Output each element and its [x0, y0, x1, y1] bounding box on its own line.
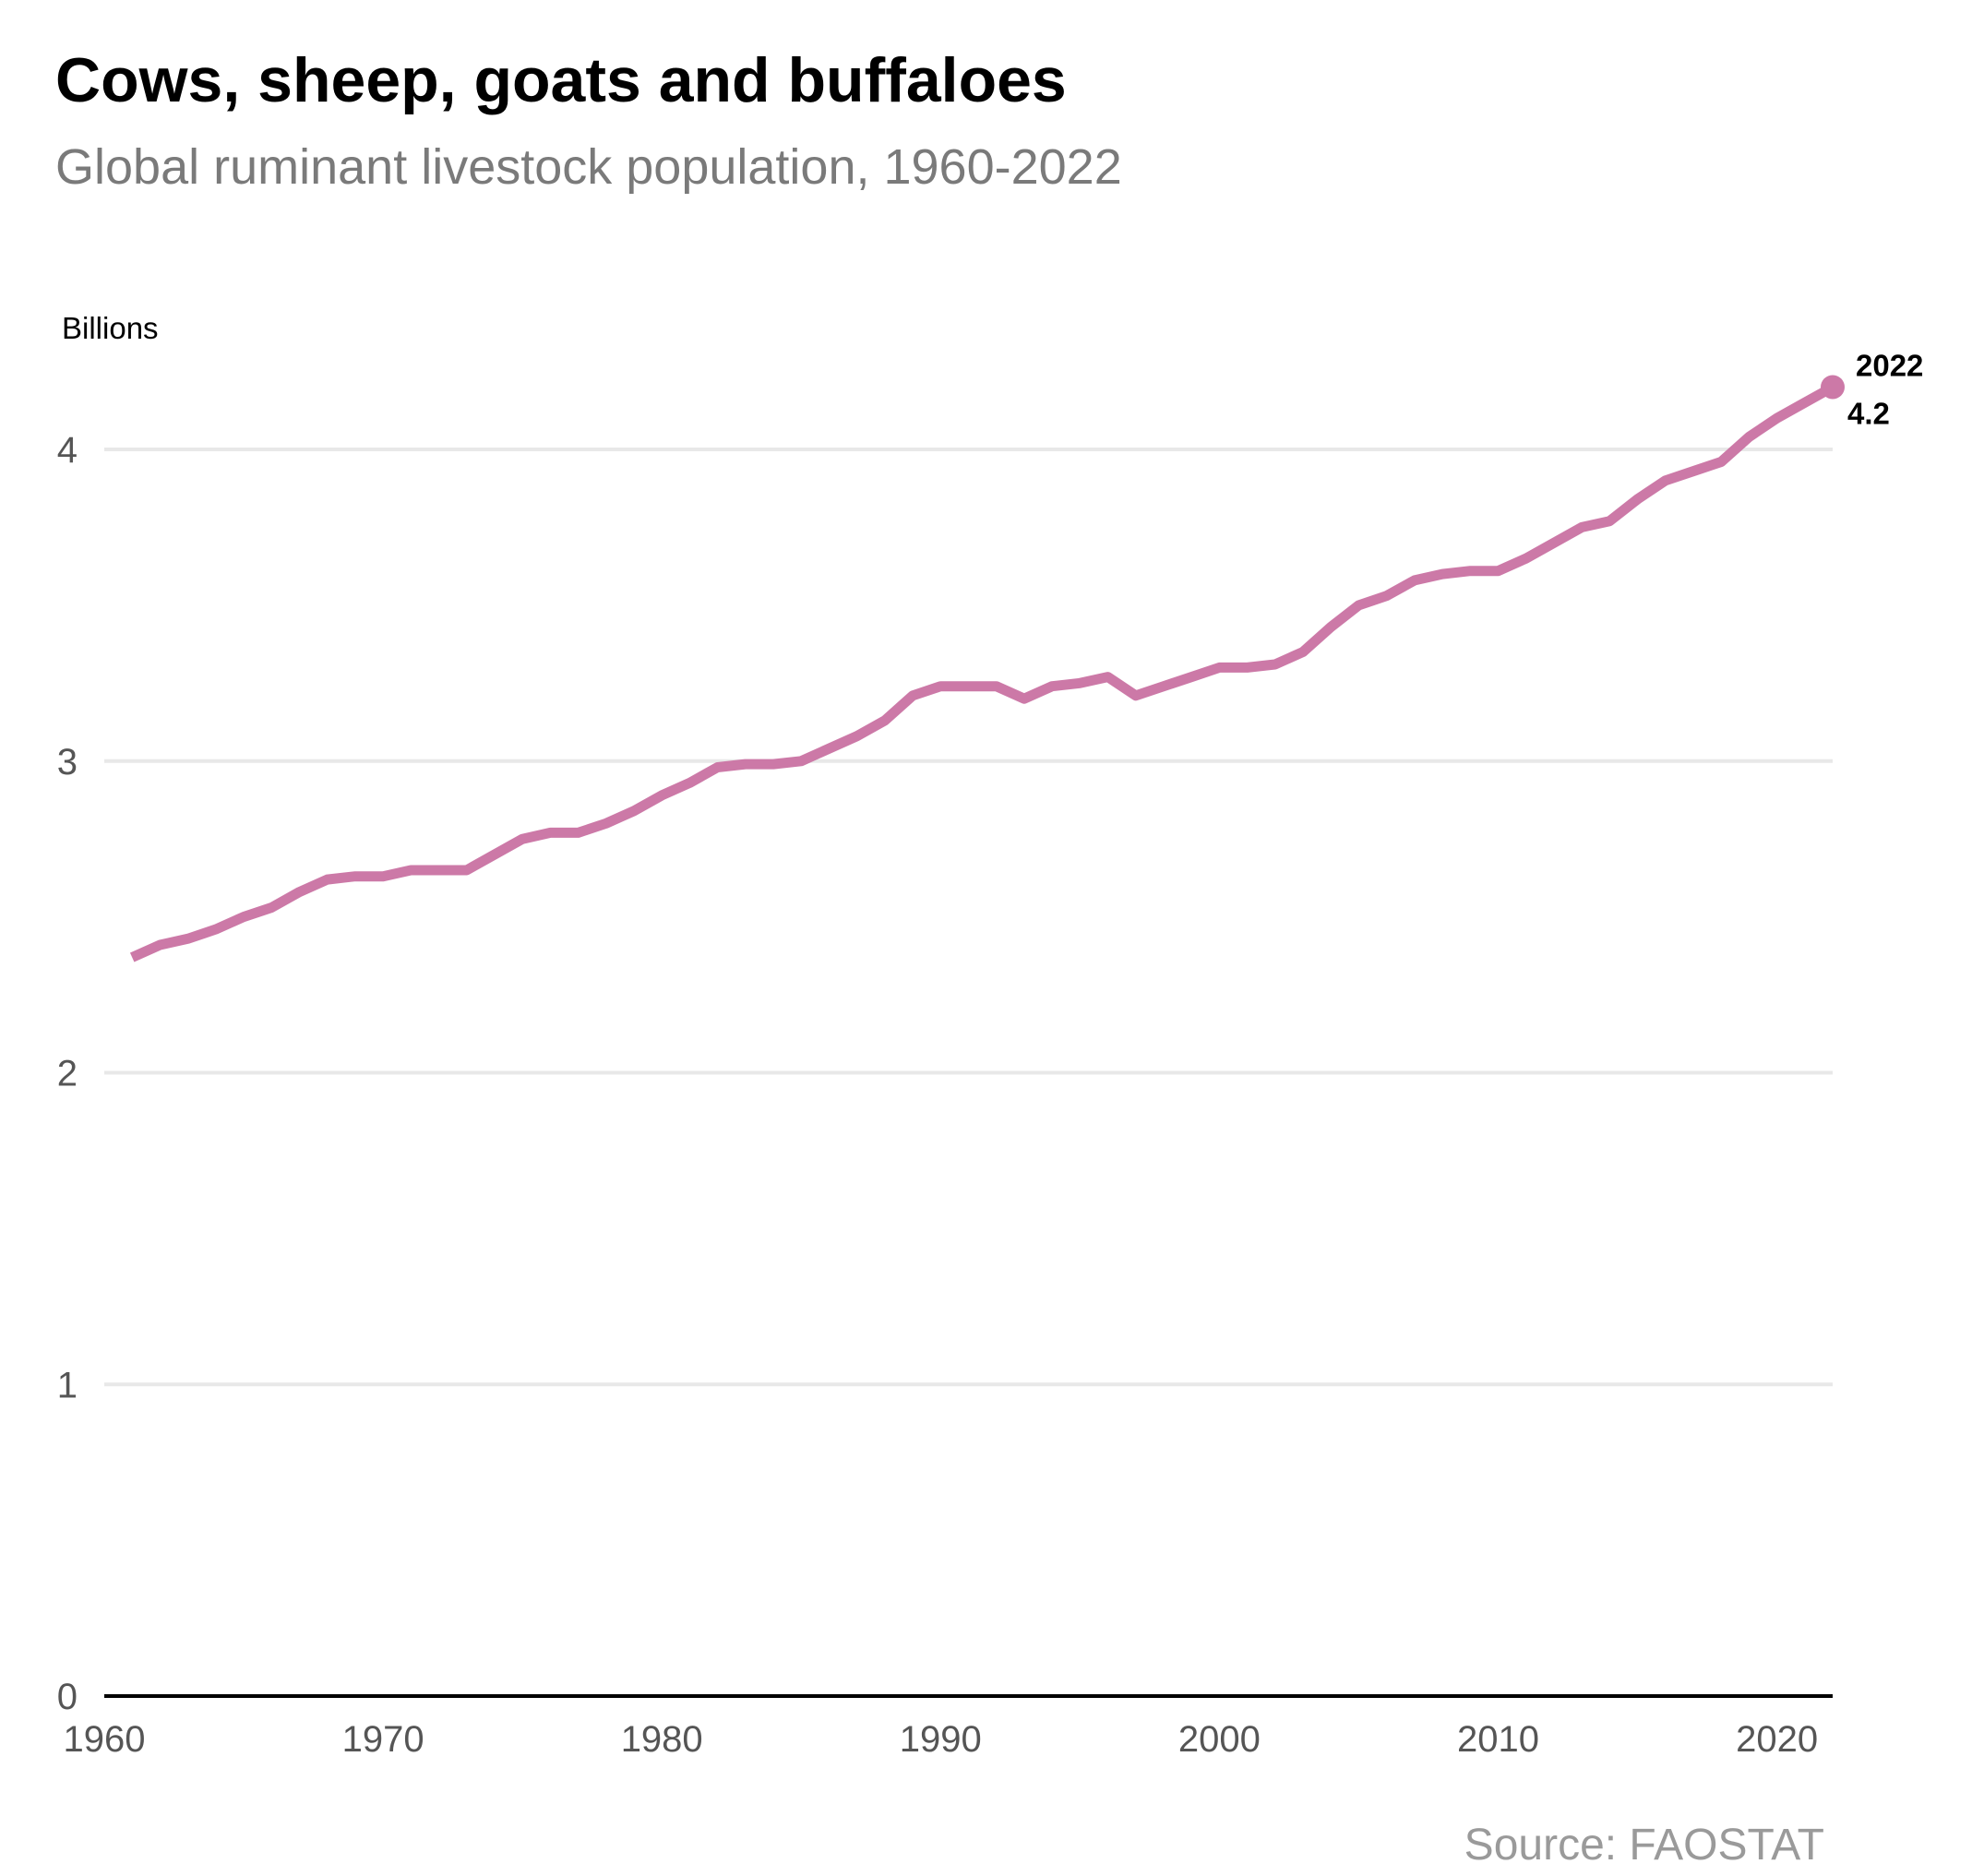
- x-tick-label: 2000: [1178, 1719, 1261, 1760]
- series-point: [296, 890, 302, 895]
- series-point: [1077, 680, 1082, 686]
- series-point: [1607, 519, 1612, 524]
- series-point: [1106, 675, 1111, 680]
- series-point: [1440, 571, 1445, 577]
- series-line: [129, 382, 1835, 962]
- series-point: [1718, 460, 1724, 465]
- series-point: [576, 830, 581, 835]
- series-point: [1300, 650, 1306, 655]
- series-point: [604, 820, 609, 826]
- y-tick-label: 1: [57, 1365, 78, 1405]
- chart-subtitle: Global ruminant livestock population, 19…: [55, 139, 1122, 195]
- series-point: [1635, 496, 1641, 502]
- series-point: [631, 808, 637, 814]
- y-tick-label: 3: [57, 742, 78, 783]
- series-point: [520, 836, 525, 842]
- x-tick-label: 1990: [900, 1719, 982, 1760]
- gridlines: [104, 448, 1833, 1387]
- series-point: [1579, 524, 1584, 530]
- series-point: [492, 852, 497, 857]
- series-point: [380, 874, 386, 879]
- series-point: [1551, 540, 1557, 545]
- series-point: [798, 759, 804, 764]
- series-point: [966, 684, 972, 689]
- x-tick-label: 1960: [64, 1719, 146, 1760]
- series-point: [938, 684, 943, 689]
- series-point: [464, 867, 470, 873]
- source-note: Source: FAOSTAT: [1464, 1821, 1824, 1870]
- series-point: [1746, 434, 1751, 439]
- series-point: [353, 874, 358, 879]
- series-point: [1328, 625, 1333, 630]
- series-point: [1495, 568, 1500, 574]
- series-point: [1022, 696, 1027, 701]
- y-axis-ticks: 0 1 2 3 4: [57, 430, 78, 1717]
- series-point: [743, 761, 748, 767]
- series-point: [910, 693, 915, 699]
- series-point: [1412, 578, 1417, 583]
- series-point: [882, 718, 888, 723]
- series-point: [771, 761, 776, 767]
- series-point: [436, 867, 442, 873]
- series-point: [1691, 469, 1696, 474]
- series-point: [1775, 415, 1780, 421]
- chart-title: Cows, sheep, goats and buffaloes: [55, 45, 1067, 115]
- series-point: [185, 936, 191, 941]
- series-point: [659, 793, 664, 798]
- series-point: [241, 914, 246, 920]
- series-point: [715, 765, 721, 771]
- series-point: [994, 684, 999, 689]
- series-point: [325, 877, 330, 882]
- y-tick-label: 2: [57, 1054, 78, 1094]
- series-point: [1524, 556, 1529, 561]
- series-point: [1245, 664, 1250, 670]
- series-point: [408, 867, 413, 873]
- y-axis-unit-label: Billions: [62, 311, 159, 345]
- series-point: [1384, 593, 1390, 599]
- series-point: [129, 955, 135, 961]
- series-point: [1133, 693, 1139, 699]
- series-point: [826, 746, 831, 751]
- series-point: [1273, 662, 1278, 667]
- x-tick-label: 1980: [621, 1719, 703, 1760]
- series-point: [1161, 684, 1166, 689]
- series-point: [1189, 675, 1194, 680]
- x-tick-label: 2010: [1457, 1719, 1539, 1760]
- x-tick-label: 2020: [1736, 1719, 1818, 1760]
- series-point: [1802, 400, 1808, 405]
- series-point: [1216, 664, 1222, 670]
- series-point: [269, 904, 274, 910]
- series-point: [547, 830, 553, 835]
- series-point: [213, 926, 219, 932]
- x-axis-ticks: 1960 1970 1980 1990 2000 2010 2020: [64, 1719, 1819, 1760]
- end-point-marker: [1821, 375, 1845, 400]
- y-tick-label: 4: [57, 430, 78, 471]
- series-point: [1049, 684, 1055, 689]
- end-point-year-label: 2022: [1856, 348, 1923, 382]
- series-point: [1663, 478, 1668, 484]
- end-point-value-label: 4.2: [1847, 396, 1890, 430]
- y-tick-label: 0: [57, 1677, 78, 1717]
- series-point: [855, 734, 860, 739]
- x-tick-label: 1970: [342, 1719, 424, 1760]
- series-point: [687, 780, 692, 785]
- series-point: [157, 942, 162, 948]
- series-point: [1467, 568, 1473, 574]
- series-point: [1356, 603, 1361, 608]
